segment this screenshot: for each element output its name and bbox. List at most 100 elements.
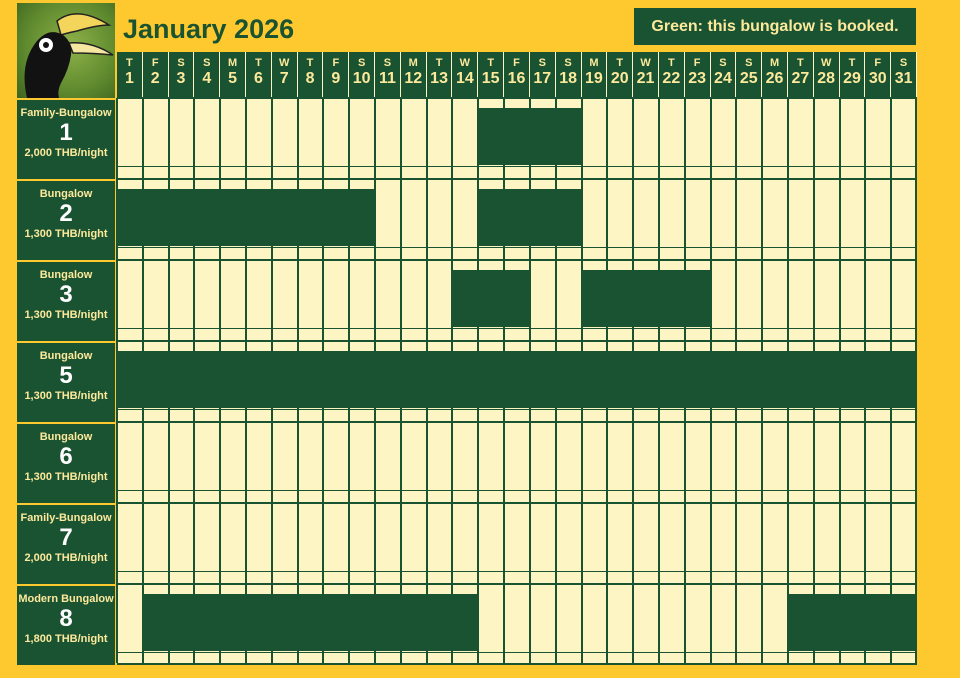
bungalow-number: 6 — [59, 443, 73, 470]
bungalow-row-header-8[interactable]: Modern Bungalow 8 1,800 THB/night — [17, 586, 115, 665]
row-divider — [117, 340, 917, 342]
day-number-label: 12 — [404, 70, 423, 87]
day-header-21: W 21 — [633, 52, 658, 98]
day-number-label: 23 — [688, 70, 707, 87]
legend-booked: Green: this bungalow is booked. — [634, 8, 916, 45]
day-number-label: 4 — [202, 70, 212, 87]
row-divider — [117, 502, 917, 504]
bungalow-price-label: 1,300 THB/night — [24, 309, 108, 321]
day-header-22: T 22 — [658, 52, 684, 98]
day-header-29: T 29 — [839, 52, 865, 98]
day-of-week-label: S — [177, 57, 185, 69]
bungalow-row-header-5[interactable]: Bungalow 5 1,300 THB/night — [17, 343, 115, 422]
bungalow-type-label: Family-Bungalow — [20, 512, 112, 524]
day-of-week-label: S — [538, 57, 546, 69]
bungalow-type-label: Family-Bungalow — [20, 107, 112, 119]
booking-bar-8 — [271, 594, 479, 651]
day-header-20: T 20 — [607, 52, 633, 98]
day-number-label: 10 — [352, 70, 371, 87]
day-header-31: S 31 — [891, 52, 916, 98]
bungalow-price-label: 2,000 THB/night — [24, 552, 108, 564]
bungalow-number: 3 — [59, 281, 73, 308]
booking-bar-8 — [787, 594, 917, 651]
day-number-label: 16 — [507, 70, 526, 87]
bungalow-row-header-1[interactable]: Family-Bungalow 1 2,000 THB/night — [17, 100, 115, 179]
day-number-label: 2 — [150, 70, 160, 87]
day-number-label: 19 — [585, 70, 603, 87]
day-of-week-label: T — [306, 57, 314, 69]
day-of-week-label: M — [589, 57, 599, 69]
bungalow-number: 8 — [59, 605, 73, 632]
bungalow-type-label: Bungalow — [39, 350, 93, 362]
day-of-week-label: T — [126, 57, 133, 69]
day-of-week-label: F — [151, 57, 159, 69]
day-number-label: 13 — [430, 70, 448, 87]
day-number-label: 25 — [739, 70, 758, 87]
day-number-label: 6 — [253, 70, 263, 87]
day-header-13: T 13 — [426, 52, 452, 98]
booking-bar-3 — [581, 270, 711, 327]
bungalow-row-header-7[interactable]: Family-Bungalow 7 2,000 THB/night — [17, 505, 115, 584]
day-of-week-label: W — [279, 57, 290, 69]
bungalow-row-header-2[interactable]: Bungalow 2 1,300 THB/night — [17, 181, 115, 260]
page-title: January 2026 — [123, 14, 295, 44]
cell-midline — [117, 490, 917, 491]
row-divider — [117, 97, 917, 99]
day-of-week-label: M — [769, 57, 780, 69]
day-number-label: 15 — [481, 70, 500, 87]
day-of-week-label: T — [667, 57, 675, 69]
row-divider — [117, 259, 917, 261]
day-number-label: 20 — [610, 70, 629, 87]
day-header-14: W 14 — [452, 52, 478, 98]
day-of-week-label: M — [408, 57, 418, 69]
day-of-week-label: S — [719, 57, 727, 69]
bungalow-type-label: Bungalow — [39, 188, 93, 200]
day-of-week-label: T — [848, 57, 856, 69]
day-number-label: 28 — [817, 70, 836, 87]
day-of-week-label: S — [357, 57, 366, 69]
day-header-19: M 19 — [581, 52, 607, 98]
day-of-week-label: S — [564, 57, 572, 69]
day-header-17: S 17 — [529, 52, 555, 98]
day-of-week-label: S — [383, 57, 392, 69]
day-of-week-label: S — [203, 57, 211, 69]
day-header-11: S 11 — [375, 52, 400, 98]
booking-bar-1 — [478, 108, 582, 165]
bungalow-row-header-3[interactable]: Bungalow 3 1,300 THB/night — [17, 262, 115, 341]
day-number-label: 18 — [559, 70, 577, 87]
day-number-label: 11 — [379, 70, 396, 87]
bungalow-type-label: Bungalow — [39, 431, 93, 443]
day-header-26: M 26 — [762, 52, 787, 98]
day-header-30: F 30 — [865, 52, 891, 98]
bungalow-row-header-6[interactable]: Bungalow 6 1,300 THB/night — [17, 424, 115, 503]
day-number-label: 21 — [636, 70, 655, 87]
day-number-label: 26 — [765, 70, 784, 87]
booking-bar-8 — [142, 594, 272, 651]
day-header-24: S 24 — [710, 52, 736, 98]
row-divider — [117, 178, 917, 180]
day-of-week-label: T — [796, 57, 804, 69]
row-divider — [117, 421, 917, 423]
day-header-23: F 23 — [684, 52, 710, 98]
day-of-week-label: S — [899, 57, 908, 69]
day-number-label: 9 — [331, 70, 341, 87]
bungalow-number: 2 — [59, 200, 73, 227]
row-divider — [117, 583, 917, 585]
day-number-label: 31 — [894, 70, 913, 87]
day-of-week-label: S — [745, 57, 753, 69]
day-header-25: S 25 — [736, 52, 762, 98]
day-number-label: 17 — [533, 70, 552, 87]
cell-midline — [117, 652, 917, 653]
day-header-27: T 27 — [787, 52, 813, 98]
day-number-label: 24 — [714, 70, 732, 87]
booking-bar-5 — [117, 351, 917, 408]
cell-midline — [117, 247, 917, 248]
